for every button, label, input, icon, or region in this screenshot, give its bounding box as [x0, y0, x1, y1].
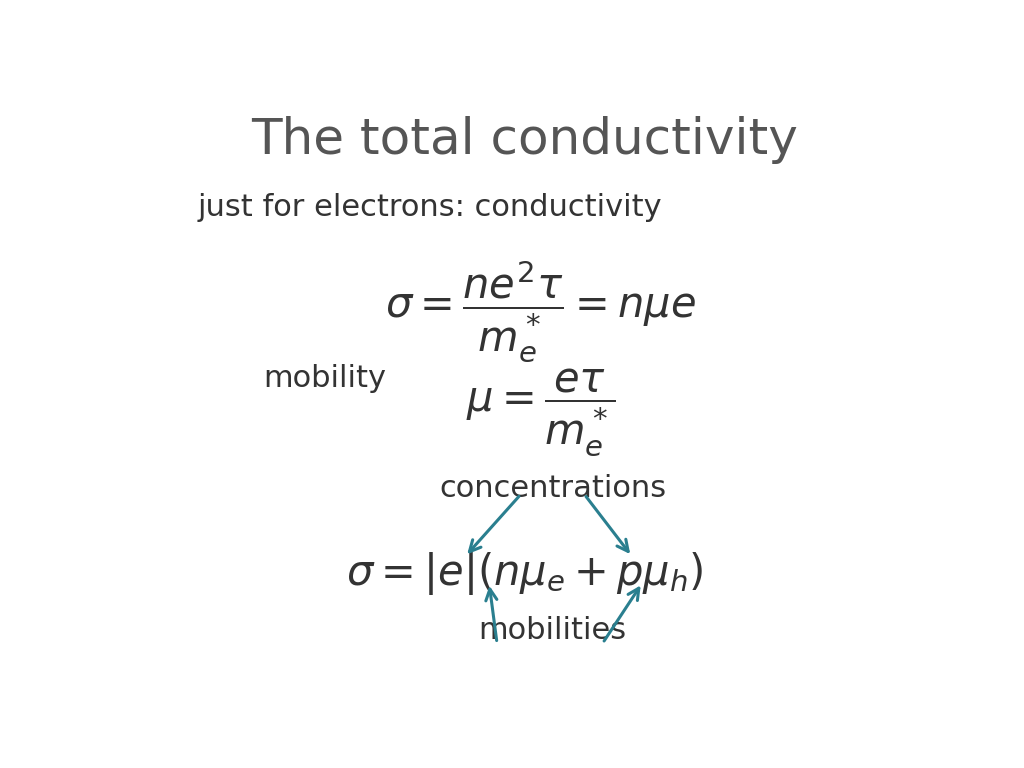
Text: $\sigma = \dfrac{ne^2\tau}{m_e^*} = n\mu e$: $\sigma = \dfrac{ne^2\tau}{m_e^*} = n\mu… — [385, 258, 696, 363]
Text: mobilities: mobilities — [478, 616, 627, 645]
Text: mobility: mobility — [263, 365, 386, 393]
Text: concentrations: concentrations — [439, 474, 667, 502]
Text: $\sigma = |e|(n\mu_e + p\mu_h)$: $\sigma = |e|(n\mu_e + p\mu_h)$ — [346, 551, 703, 598]
Text: $\mu = \dfrac{e\tau}{m_e^*}$: $\mu = \dfrac{e\tau}{m_e^*}$ — [466, 367, 615, 458]
Text: just for electrons: conductivity: just for electrons: conductivity — [198, 193, 662, 222]
Text: The total conductivity: The total conductivity — [251, 116, 799, 164]
